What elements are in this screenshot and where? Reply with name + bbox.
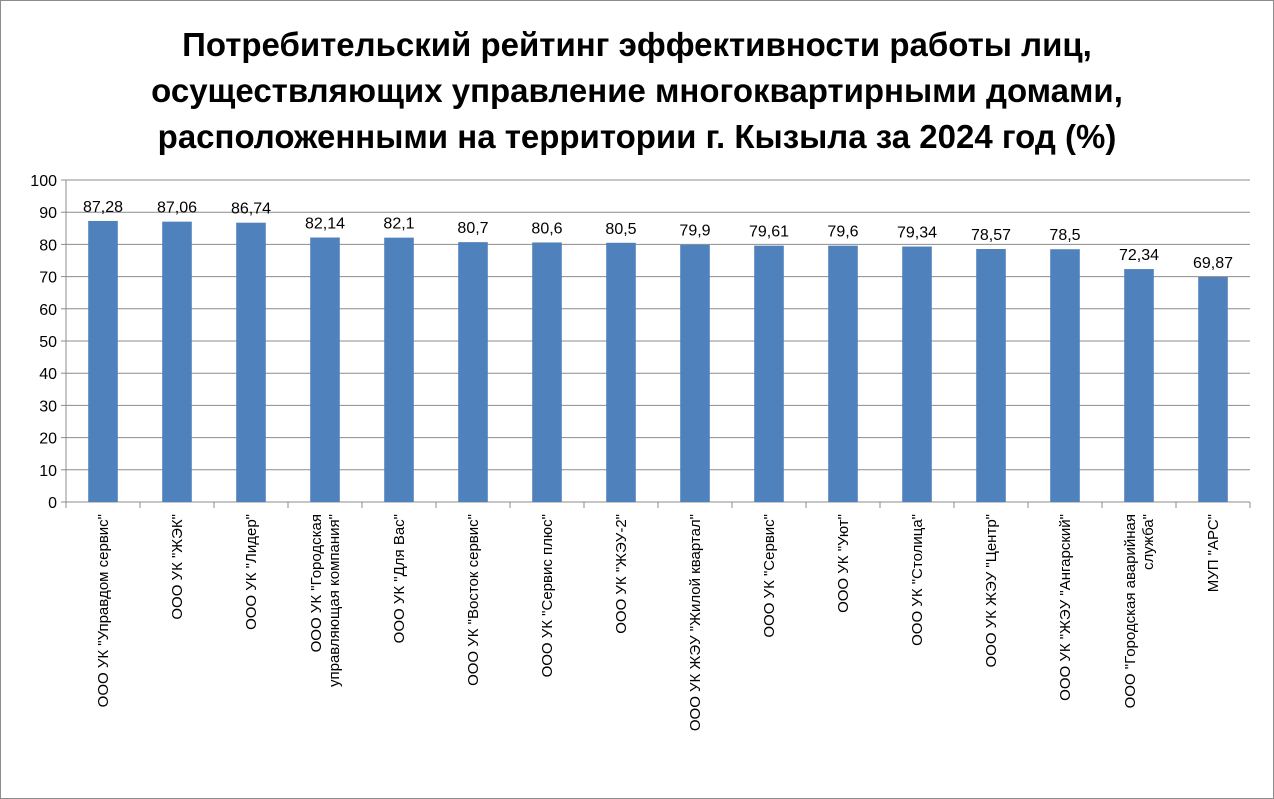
y-tick-label: 70 bbox=[39, 270, 57, 287]
category-label-line: ООО УК "Сервис" bbox=[761, 514, 778, 638]
category-label: МУП "АРС" bbox=[1205, 514, 1222, 592]
category-label: ООО УК "Восток сервис" bbox=[465, 514, 482, 686]
data-label: 87,06 bbox=[157, 200, 197, 217]
category-label-line: ООО УК "Городская bbox=[308, 514, 325, 652]
bar bbox=[828, 245, 858, 503]
category-label-line: ООО УК "Восток сервис" bbox=[465, 514, 482, 686]
chart-title-line-1: Потребительский рейтинг эффективности ра… bbox=[182, 26, 1092, 63]
bar bbox=[384, 237, 414, 502]
category-label: ООО УК "ЖЭУ-2" bbox=[613, 514, 630, 634]
category-label-line: ООО УК "ЖЭУ "Ангарский" bbox=[1057, 514, 1074, 701]
bar bbox=[1124, 269, 1154, 502]
data-label: 80,5 bbox=[605, 221, 636, 238]
data-label: 80,7 bbox=[457, 220, 488, 237]
data-label: 86,74 bbox=[231, 201, 271, 218]
category-label: ООО УК "Уют" bbox=[835, 514, 852, 613]
y-tick-label: 60 bbox=[39, 302, 57, 319]
chart-title-line-2: осуществляющих управление многоквартирны… bbox=[151, 72, 1123, 109]
category-label: ООО УК "Сервис плюс" bbox=[539, 514, 556, 677]
data-label: 82,1 bbox=[383, 216, 414, 233]
chart-title: Потребительский рейтинг эффективности ра… bbox=[0, 22, 1274, 160]
y-tick-label: 100 bbox=[30, 173, 57, 190]
bar bbox=[236, 222, 266, 502]
category-label-line: ООО УК "Лидер" bbox=[243, 514, 260, 630]
category-label: ООО УК "Для Вас" bbox=[391, 514, 408, 643]
category-label-line: ООО УК ЖЭУ "Центр" bbox=[983, 514, 1000, 668]
data-label: 79,9 bbox=[679, 223, 710, 240]
category-label: ООО УК "Городская управляющая компания" bbox=[308, 514, 343, 687]
category-label-line: ООО "Городская аварийная bbox=[1122, 514, 1139, 708]
bar bbox=[902, 246, 932, 502]
category-label: ООО УК "ЖЭУ "Ангарский" bbox=[1057, 514, 1074, 701]
y-tick-label: 50 bbox=[39, 334, 57, 351]
data-label: 79,6 bbox=[827, 224, 858, 241]
data-label: 78,5 bbox=[1049, 227, 1080, 244]
data-label: 78,57 bbox=[971, 227, 1011, 244]
category-label: ООО "Городская аварийная служба" bbox=[1122, 514, 1157, 708]
y-tick-label: 80 bbox=[39, 237, 57, 254]
category-label: ООО УК "Лидер" bbox=[243, 514, 260, 630]
bar bbox=[606, 242, 636, 503]
category-label-line: ООО УК "Столица" bbox=[909, 514, 926, 646]
category-label-line: служба" bbox=[1140, 514, 1157, 570]
data-label: 87,28 bbox=[83, 199, 123, 216]
y-tick-label: 40 bbox=[39, 366, 57, 383]
category-label-line: МУП "АРС" bbox=[1205, 514, 1222, 592]
y-tick-label: 20 bbox=[39, 431, 57, 448]
category-label: ООО УК "Столица" bbox=[909, 514, 926, 646]
data-label: 79,34 bbox=[897, 225, 937, 242]
bar bbox=[458, 242, 488, 502]
bar bbox=[162, 221, 192, 502]
data-label: 79,61 bbox=[749, 224, 789, 241]
bar bbox=[976, 249, 1006, 502]
bar bbox=[1050, 249, 1080, 502]
bar bbox=[88, 220, 118, 502]
category-label: ООО УК "Управдом сервис" bbox=[95, 514, 112, 707]
category-label-line: ООО УК ЖЭУ "Жилой квартал" bbox=[687, 514, 704, 731]
category-label: ООО УК "ЖЭК" bbox=[169, 514, 186, 620]
category-label-line: ООО УК "ЖЭУ-2" bbox=[613, 514, 630, 634]
y-tick-label: 30 bbox=[39, 398, 57, 415]
data-label: 82,14 bbox=[305, 216, 345, 233]
category-label-line: ООО УК "Управдом сервис" bbox=[95, 514, 112, 707]
category-label-line: ООО УК "ЖЭК" bbox=[169, 514, 186, 620]
bar bbox=[1198, 277, 1228, 502]
category-label: ООО УК "Сервис" bbox=[761, 514, 778, 638]
bar bbox=[310, 237, 340, 502]
category-label-line: ООО УК "Сервис плюс" bbox=[539, 514, 556, 677]
bar bbox=[532, 242, 562, 502]
y-tick-label: 90 bbox=[39, 205, 57, 222]
category-label-line: ООО УК "Уют" bbox=[835, 514, 852, 613]
bar bbox=[680, 244, 710, 503]
bar bbox=[754, 245, 784, 502]
category-label: ООО УК ЖЭУ "Центр" bbox=[983, 514, 1000, 668]
y-tick-label: 0 bbox=[48, 495, 57, 512]
category-label-line: управляющая компания" bbox=[326, 514, 343, 687]
data-label: 69,87 bbox=[1193, 255, 1233, 272]
category-label: ООО УК ЖЭУ "Жилой квартал" bbox=[687, 514, 704, 731]
data-label: 72,34 bbox=[1119, 247, 1159, 264]
data-label: 80,6 bbox=[531, 220, 562, 237]
y-tick-label: 10 bbox=[39, 463, 57, 480]
category-label-line: ООО УК "Для Вас" bbox=[391, 514, 408, 643]
chart-title-line-3: расположенными на территории г. Кызыла з… bbox=[157, 118, 1117, 155]
